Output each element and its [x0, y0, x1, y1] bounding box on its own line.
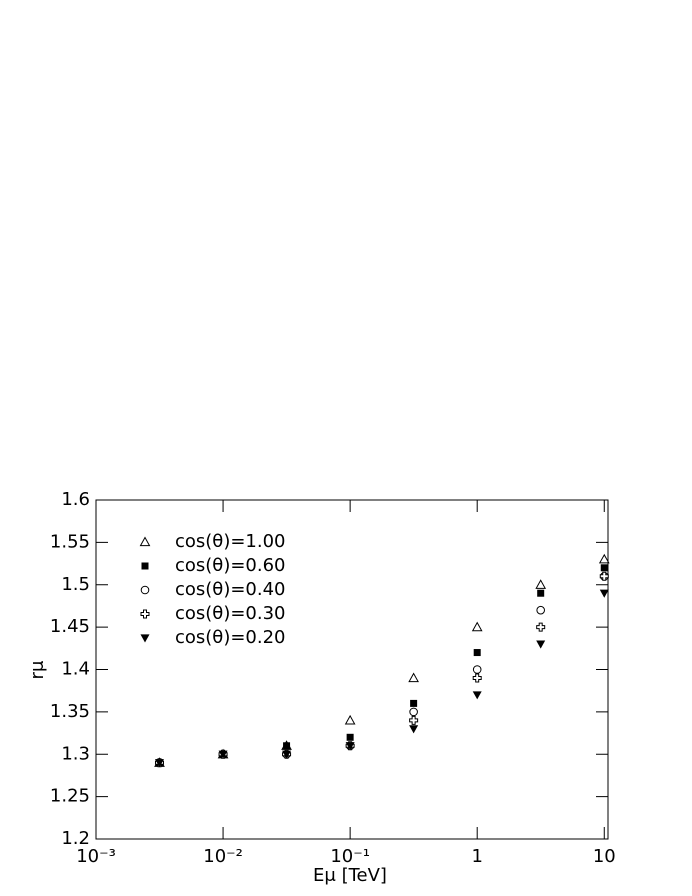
y-tick-label: 1.25: [50, 786, 90, 807]
data-point: [598, 553, 610, 564]
data-point: [473, 649, 481, 657]
data-point: [537, 589, 545, 597]
legend-marker: [140, 609, 150, 619]
legend-marker: [140, 585, 150, 595]
y-tick-label: 1.4: [61, 659, 90, 680]
y-tick-label: 1.6: [61, 489, 90, 510]
y-tick-label: 1.55: [50, 531, 90, 552]
data-point: [218, 750, 228, 759]
data-point: [410, 699, 418, 707]
data-point: [409, 715, 419, 725]
data-point: [472, 673, 482, 683]
data-point: [472, 691, 482, 700]
data-point: [282, 750, 292, 759]
data-point: [344, 714, 356, 725]
y-tick-label: 1.5: [61, 574, 90, 595]
legend-marker: [140, 634, 150, 643]
data-point: [600, 564, 608, 572]
x-tick-label: 10⁻¹: [330, 846, 370, 867]
legend-label: cos(θ)=0.20: [175, 627, 286, 648]
data-point: [536, 605, 545, 615]
data-point: [536, 640, 546, 649]
legend-label: cos(θ)=0.40: [175, 579, 286, 600]
data-point: [409, 707, 418, 717]
data-point: [408, 672, 419, 683]
y-tick-label: 1.3: [61, 743, 90, 764]
data-point: [536, 622, 546, 632]
data-point: [409, 725, 419, 734]
data-point: [283, 742, 291, 750]
legend-label: cos(θ)=0.30: [175, 603, 286, 624]
x-tick-label: 10⁻²: [203, 846, 243, 867]
y-tick-label: 1.45: [50, 616, 90, 637]
data-point: [471, 621, 483, 632]
x-tick-label: 10: [593, 846, 616, 867]
plot-frame: [95, 499, 609, 840]
x-tick-label: 1: [471, 846, 482, 867]
x-tick-label: 10⁻³: [76, 846, 116, 867]
data-point: [346, 733, 354, 741]
y-tick-label: 1.35: [50, 701, 90, 722]
x-axis-label: Eμ [TeV]: [313, 865, 387, 886]
legend-marker: [141, 562, 149, 570]
data-point: [535, 579, 547, 589]
data-point: [599, 589, 609, 598]
legend-label: cos(θ)=1.00: [175, 531, 286, 552]
data-point: [154, 759, 164, 768]
data-point: [345, 742, 355, 751]
data-point: [599, 571, 609, 581]
y-axis-label: rμ: [27, 660, 48, 679]
legend-label: cos(θ)=0.60: [175, 555, 286, 576]
legend-marker: [139, 536, 151, 547]
y-tick-label: 1.2: [61, 828, 90, 849]
data-point: [472, 665, 482, 674]
